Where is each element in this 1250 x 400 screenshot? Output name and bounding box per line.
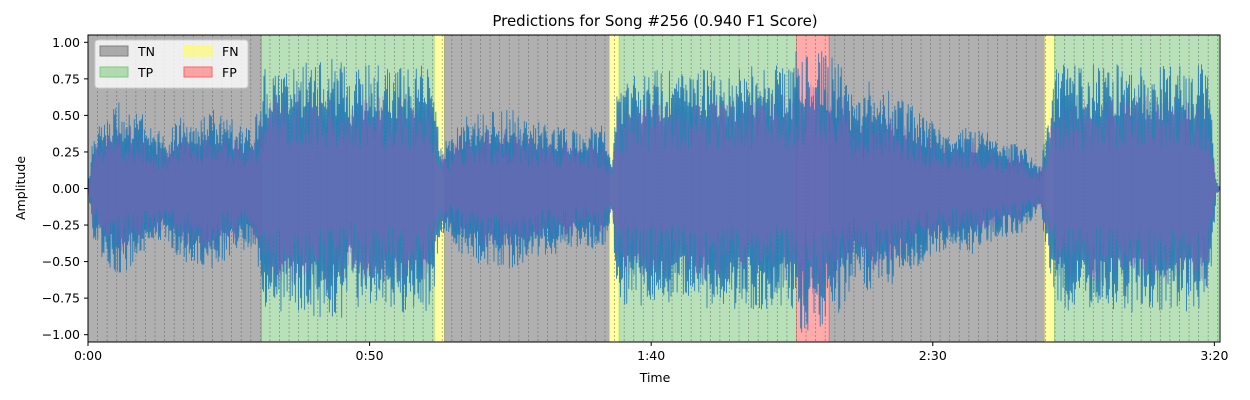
x-tick-label: 3:20 <box>1200 348 1228 363</box>
y-tick-label: 0.00 <box>52 181 80 196</box>
legend-label-tp: TP <box>137 65 154 80</box>
chart-title: Predictions for Song #256 (0.940 F1 Scor… <box>492 12 817 30</box>
x-axis: 0:00 0:50 1:40 2:30 3:20 <box>74 342 1228 363</box>
waveform-line <box>87 51 1221 333</box>
x-tick-label: 2:30 <box>919 348 947 363</box>
y-tick-label: −0.25 <box>42 218 80 233</box>
waveform-layer <box>87 51 1221 333</box>
y-tick-label: −0.50 <box>42 254 80 269</box>
legend-swatch-fp <box>183 66 213 78</box>
legend-swatch-tn <box>99 45 129 57</box>
x-tick-label: 0:50 <box>356 348 384 363</box>
x-axis-label: Time <box>639 370 671 385</box>
legend-swatch-fn <box>183 45 213 57</box>
y-axis: 1.00 0.75 0.50 0.25 0.00 −0.25 −0.50 −0.75 −1.00 <box>42 35 88 342</box>
waveform-overlay-line <box>87 83 1221 296</box>
legend-label-fp: FP <box>222 65 237 80</box>
legend-swatch-tp <box>99 66 129 78</box>
x-tick-label: 1:40 <box>637 348 665 363</box>
y-tick-label: 0.75 <box>52 71 80 86</box>
plot-area <box>87 34 1221 343</box>
y-tick-label: −1.00 <box>42 327 80 342</box>
legend-label-tn: TN <box>137 44 155 59</box>
y-tick-label: −0.75 <box>42 291 80 306</box>
y-tick-label: 1.00 <box>52 35 80 50</box>
legend: TN TP FN FP <box>94 39 249 89</box>
x-tick-label: 0:00 <box>74 348 102 363</box>
y-tick-label: 0.50 <box>52 108 80 123</box>
y-tick-label: 0.25 <box>52 144 80 159</box>
legend-label-fn: FN <box>222 44 239 59</box>
y-axis-label: Amplitude <box>13 156 28 220</box>
